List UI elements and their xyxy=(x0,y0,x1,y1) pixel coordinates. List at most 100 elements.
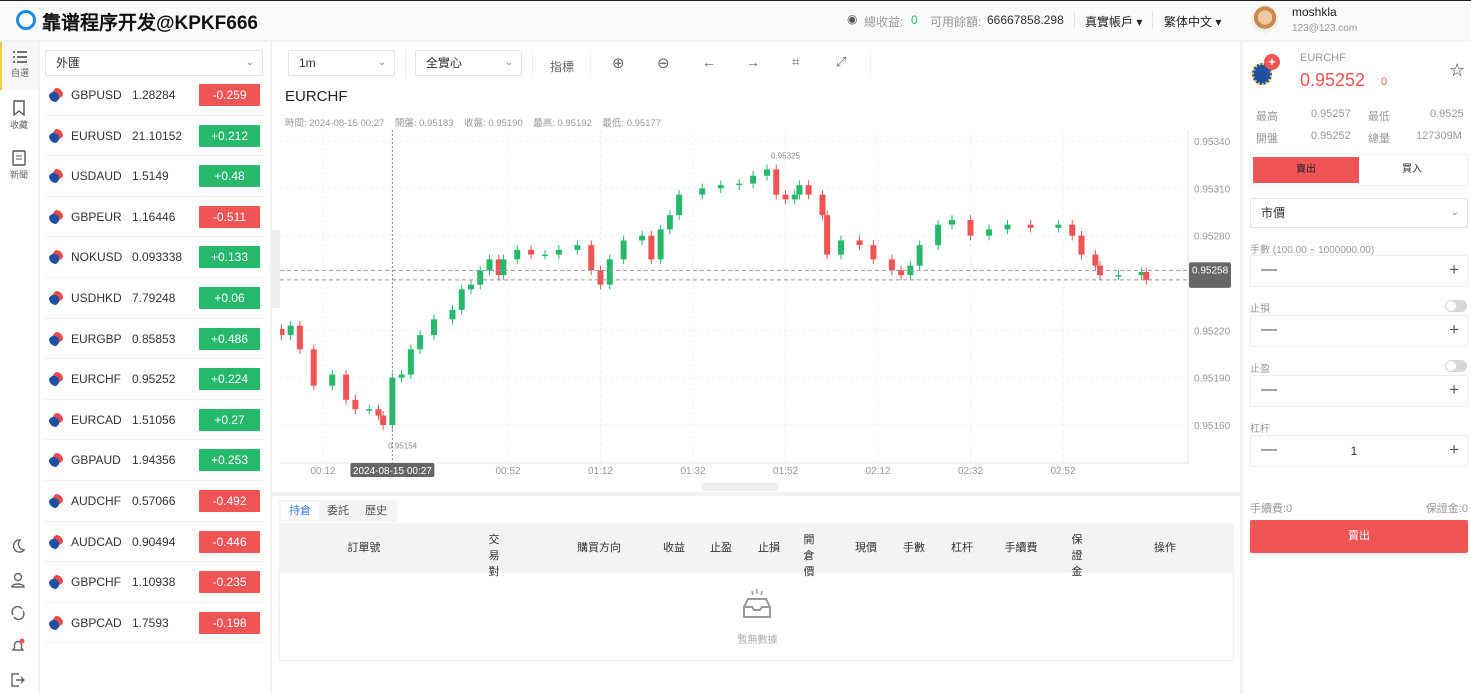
candle-body xyxy=(407,349,414,375)
tab-history[interactable]: 歷史 xyxy=(365,505,387,517)
symbol-name: GBPCHF xyxy=(71,575,122,590)
account-dropdown[interactable]: 真實帳戶 ▾ xyxy=(1085,15,1143,29)
interval-select[interactable]: 1m ⌄ xyxy=(288,50,395,76)
margin-text: 保證金:0 xyxy=(1425,503,1468,515)
change-badge: +0.212 xyxy=(199,124,260,147)
stop-loss-toggle[interactable] xyxy=(1445,300,1467,312)
buy-tab[interactable]: 買入 xyxy=(1402,164,1422,175)
sell-tab[interactable]: 賣出 xyxy=(1253,157,1359,183)
leverage-stepper[interactable]: —1 + xyxy=(1250,435,1468,467)
bell-icon[interactable] xyxy=(10,638,26,654)
candle-body xyxy=(916,245,923,266)
fee-text: 手續費:0 xyxy=(1250,503,1293,515)
candle-style-select[interactable]: 全實心 ⌄ xyxy=(415,50,522,76)
symbol-row[interactable]: GBPCAD 1.7593 -0.198 xyxy=(45,603,265,644)
arrow-right-icon[interactable]: → xyxy=(746,54,760,70)
symbol-row[interactable]: EURCAD 1.51056 +0.27 xyxy=(45,400,265,441)
candlestick-chart[interactable]: 0.95340 0.95310 0.95280 0.95220 0.95190 0.951… xyxy=(280,130,1240,485)
moon-icon[interactable] xyxy=(10,538,26,554)
x-tick-label: 02:12 xyxy=(865,466,890,477)
refresh-icon[interactable] xyxy=(10,605,26,621)
candle-body xyxy=(495,259,502,276)
symbol-name: GBPEUR xyxy=(71,209,122,224)
submit-sell-button[interactable]: 賣出 xyxy=(1250,520,1468,553)
symbol-row[interactable]: GBPUSD 1.28284 -0.259 xyxy=(45,75,265,116)
user-email: 123@123.com xyxy=(1292,23,1358,34)
order-type-select[interactable]: 市價 ⌄ xyxy=(1250,198,1468,228)
sidebar-item-label: 自選 xyxy=(10,68,29,78)
symbol-row[interactable]: GBPAUD 1.94356 +0.253 xyxy=(45,440,265,481)
tab-orders[interactable]: 委託 xyxy=(327,505,349,517)
language-dropdown[interactable]: 繁体中文 ▾ xyxy=(1164,15,1222,29)
candle-body xyxy=(1092,254,1099,266)
top-header: 靠谱程序开发@KPKF666 ◉ 總收益: 0 可用餘額: 66667858.2… xyxy=(0,0,1471,40)
plus-icon: + xyxy=(1449,440,1459,459)
take-profit-stepper[interactable]: — + xyxy=(1250,375,1468,407)
eye-icon[interactable]: ◉ xyxy=(847,12,858,26)
chevron-down-icon: ⌄ xyxy=(1450,207,1459,218)
symbol-row[interactable]: GBPEUR 1.16446 -0.511 xyxy=(45,197,265,238)
y-tick-label: 0.95280 xyxy=(1194,232,1231,243)
candle-body xyxy=(648,235,655,260)
column-header: 購買方向 xyxy=(577,542,621,554)
scroll-left-handle[interactable] xyxy=(272,230,280,308)
column-header: 止盈 xyxy=(710,542,732,554)
lots-stepper[interactable]: — + xyxy=(1250,255,1468,287)
symbol-row[interactable]: GBPCHF 1.10938 -0.235 xyxy=(45,562,265,603)
sidebar-item-news[interactable]: 新聞 xyxy=(0,142,38,190)
symbol-price: 1.51056 xyxy=(132,412,176,427)
fullscreen-icon[interactable]: ⤢ xyxy=(836,54,847,69)
symbol-row[interactable]: AUDCAD 0.90494 -0.446 xyxy=(45,522,265,563)
category-select[interactable]: 外匯 ⌄ xyxy=(45,50,263,76)
positions-panel: 持倉 委託 歷史 訂單號 交易對 購買方向 收益 止盈 止損 開倉價 現價 手數 杠杆 手續費 保證金… xyxy=(279,500,1234,661)
star-icon[interactable]: ☆ xyxy=(1449,60,1466,80)
sidebar-item-watchlist[interactable]: 自選 xyxy=(0,42,38,90)
indicators-button[interactable]: 指標 xyxy=(550,60,575,74)
sidebar-item-favorites[interactable]: 收藏 xyxy=(0,92,38,140)
symbol-row[interactable]: EURUSD 21.10152 +0.212 xyxy=(45,116,265,157)
plus-icon: + xyxy=(1449,320,1459,339)
symbol-row[interactable]: EURCHF 0.95252 +0.224 xyxy=(45,359,265,400)
candle-body xyxy=(417,335,424,350)
x-tick-label: 01:32 xyxy=(680,466,705,477)
symbol-row[interactable]: USDHKD 7.79248 +0.06 xyxy=(45,278,265,319)
currency-flag-icon xyxy=(49,534,63,549)
take-profit-toggle[interactable] xyxy=(1445,360,1467,372)
logout-icon[interactable] xyxy=(10,672,26,688)
avatar[interactable] xyxy=(1252,5,1278,33)
symbol-name: AUDCHF xyxy=(71,494,121,508)
symbol-name: EURCHF xyxy=(71,372,121,387)
candle-body xyxy=(791,194,798,200)
chart-panel: 1m ⌄ 全實心 ⌄ 指標 ⊕ ⊖ ← → ⌗ ⤢ EURCHF 時間: 2024-… xyxy=(272,42,1240,694)
chf-flag-icon: + xyxy=(1264,54,1280,70)
change-badge: +0.27 xyxy=(199,408,260,431)
candle-body xyxy=(838,240,844,255)
zoom-out-icon[interactable]: ⊖ xyxy=(657,55,670,72)
symbol-price: 0.85853 xyxy=(132,331,176,346)
user-icon[interactable] xyxy=(10,572,26,588)
stop-loss-stepper[interactable]: — + xyxy=(1250,315,1468,347)
candle-body xyxy=(750,175,757,184)
candle-body xyxy=(736,183,743,186)
y-tick-label: 0.95190 xyxy=(1194,374,1231,385)
chart-resize-handle[interactable] xyxy=(702,483,778,491)
candle-body xyxy=(1055,224,1062,228)
symbol-row[interactable]: NOKUSD 0.093338 +0.133 xyxy=(45,237,265,278)
tab-positions[interactable]: 持倉 xyxy=(281,502,319,520)
zoom-in-icon[interactable]: ⊕ xyxy=(612,55,625,72)
symbol-row[interactable]: EURGBP 0.85853 +0.486 xyxy=(45,319,265,360)
chart-symbol-title: EURCHF xyxy=(285,88,348,105)
candle-body xyxy=(528,249,535,255)
symbol-name: GBPCAD xyxy=(71,615,122,630)
symbol-row[interactable]: USDAUD 1.5149 +0.48 xyxy=(45,156,265,197)
change-badge: +0.48 xyxy=(199,165,260,188)
candle-body xyxy=(819,194,826,216)
currency-flag-icon xyxy=(49,372,63,387)
crop-icon[interactable]: ⌗ xyxy=(792,54,800,69)
candle-body xyxy=(796,185,803,195)
arrow-left-icon[interactable]: ← xyxy=(702,54,716,70)
candle-body xyxy=(782,194,789,200)
symbol-row[interactable]: AUDCHF 0.57066 -0.492 xyxy=(45,481,265,522)
symbol-price: 0.95252 xyxy=(132,372,176,387)
x-tick-label: 01:52 xyxy=(773,466,798,477)
